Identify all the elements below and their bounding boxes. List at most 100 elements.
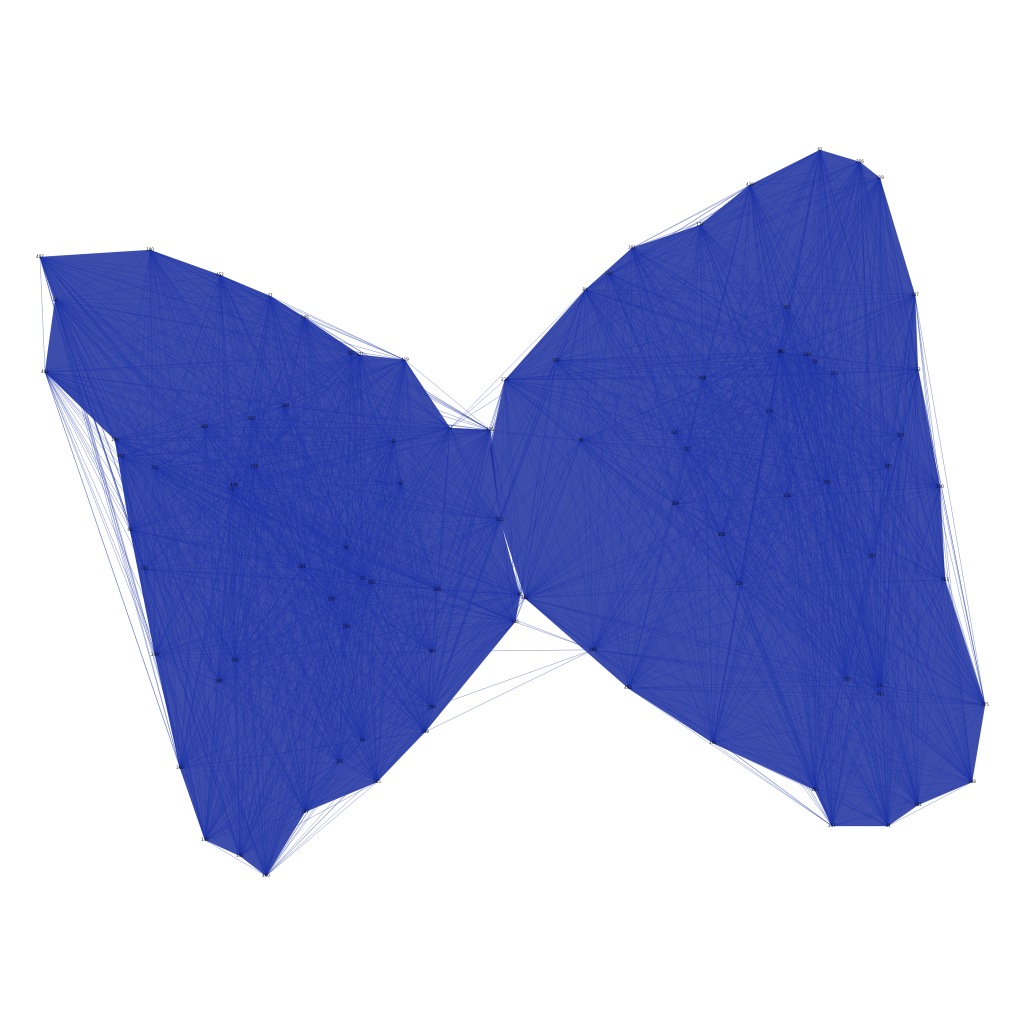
node-label: 146 [511, 619, 519, 624]
node-label: 221 [671, 430, 679, 435]
node-label: 515 [373, 779, 381, 784]
node-label: 287 [301, 809, 309, 814]
node-label: 61 [817, 147, 823, 152]
node-label: 419 [401, 357, 409, 362]
node-label: 66 [127, 527, 133, 532]
node-label: 332 [914, 802, 922, 807]
node-label: 36 [578, 438, 584, 443]
edges [39, 149, 986, 877]
node-label: 102 [552, 357, 560, 362]
node-label: 269 [671, 501, 679, 506]
node-label: 355 [335, 759, 343, 764]
node-label: 156 [236, 853, 244, 858]
node-label: 190 [936, 484, 944, 489]
node-label: 127 [683, 446, 691, 451]
node-label: 33 [447, 425, 453, 430]
node-label: 54 [885, 823, 891, 828]
node-label: 212 [496, 517, 504, 522]
node-label: 92 [399, 481, 405, 486]
node-label: 133 [140, 566, 148, 571]
node-label: 180 [146, 247, 154, 252]
node-label: 226 [343, 624, 351, 629]
node-label: 411 [877, 692, 885, 697]
node-label: 84 [582, 287, 588, 292]
node-label: 262 [521, 595, 529, 600]
node-label: 371 [356, 352, 364, 357]
node-label: 158 [250, 464, 258, 469]
node-label: 71 [229, 487, 235, 492]
node-label: 235 [823, 480, 831, 485]
node-label: 95 [517, 592, 523, 597]
node-label: 451 [347, 351, 355, 356]
node-label: 430 [784, 493, 792, 498]
node-label: 108 [968, 779, 976, 784]
node-label: 297 [248, 416, 256, 421]
node-label: 452 [216, 272, 224, 277]
node-label: 256 [856, 159, 864, 164]
node-label: 244 [151, 652, 159, 657]
node-label: 138 [201, 837, 209, 842]
node-label: 284 [428, 704, 436, 709]
node-label: 347 [911, 292, 919, 297]
node-label: 39 [344, 545, 350, 550]
node-label: 305 [301, 315, 309, 320]
node-label: 390 [777, 349, 785, 354]
node-label: 183 [298, 564, 306, 569]
node-label: 412 [117, 454, 125, 459]
node-label: 490 [262, 873, 270, 878]
node-label: 12 [360, 575, 366, 580]
node-label: 18 [52, 297, 58, 302]
node-label: 197 [868, 554, 876, 559]
node-label: 301 [628, 245, 636, 250]
node-label: 44 [360, 737, 366, 742]
node-label: 506 [803, 352, 811, 357]
node-label: 59 [812, 359, 818, 364]
node-label: 402 [41, 369, 49, 374]
node-labels: 407 180 452 77 305 371 419 33 426 212 95 146 338 515 2… [36, 147, 989, 878]
node-label: 381 [811, 787, 819, 792]
node-label: 283 [897, 433, 905, 438]
node-label: 8 [779, 350, 782, 355]
node-label: 77 [267, 293, 273, 298]
node-label: 407 [36, 254, 44, 259]
node-label: 205 [328, 596, 336, 601]
edges-path [39, 149, 986, 877]
node-label: 229 [501, 377, 509, 382]
node-label: 438 [746, 182, 754, 187]
node-label: 338 [421, 729, 429, 734]
node-label: 314 [605, 271, 613, 276]
node-label: 141 [709, 740, 717, 745]
node-label: 476 [230, 483, 238, 488]
node-label: 426 [486, 427, 494, 432]
node-label: 463 [941, 577, 949, 582]
node-label: 240 [281, 403, 289, 408]
node-label: 503 [368, 580, 376, 585]
node-label: 342 [885, 464, 893, 469]
node-label: 273 [831, 371, 839, 376]
node-label: 193 [783, 305, 791, 310]
node-label: 493 [624, 685, 632, 690]
node-label: 119 [876, 175, 884, 180]
node-label: 217 [828, 823, 836, 828]
node-label: 249 [434, 587, 442, 592]
node-label: 23 [915, 367, 921, 372]
node-label: 150 [843, 676, 851, 681]
node-label: 360 [176, 765, 184, 770]
node-label: 168 [215, 678, 223, 683]
node-label: 395 [200, 424, 208, 429]
node-label: 486 [699, 375, 707, 380]
node-label: 310 [231, 658, 239, 663]
node-label: 111 [876, 683, 884, 688]
node-label: 468 [589, 647, 597, 652]
node-label: 458 [718, 532, 726, 537]
node-label: 275 [981, 702, 989, 707]
node-label: 367 [428, 649, 436, 654]
node-label: 321 [151, 465, 159, 470]
node-label: 376 [766, 409, 774, 414]
node-label: 199 [111, 437, 119, 442]
node-label: 172 [696, 222, 704, 227]
node-label: 87 [391, 439, 397, 444]
node-label: 114 [735, 581, 743, 586]
